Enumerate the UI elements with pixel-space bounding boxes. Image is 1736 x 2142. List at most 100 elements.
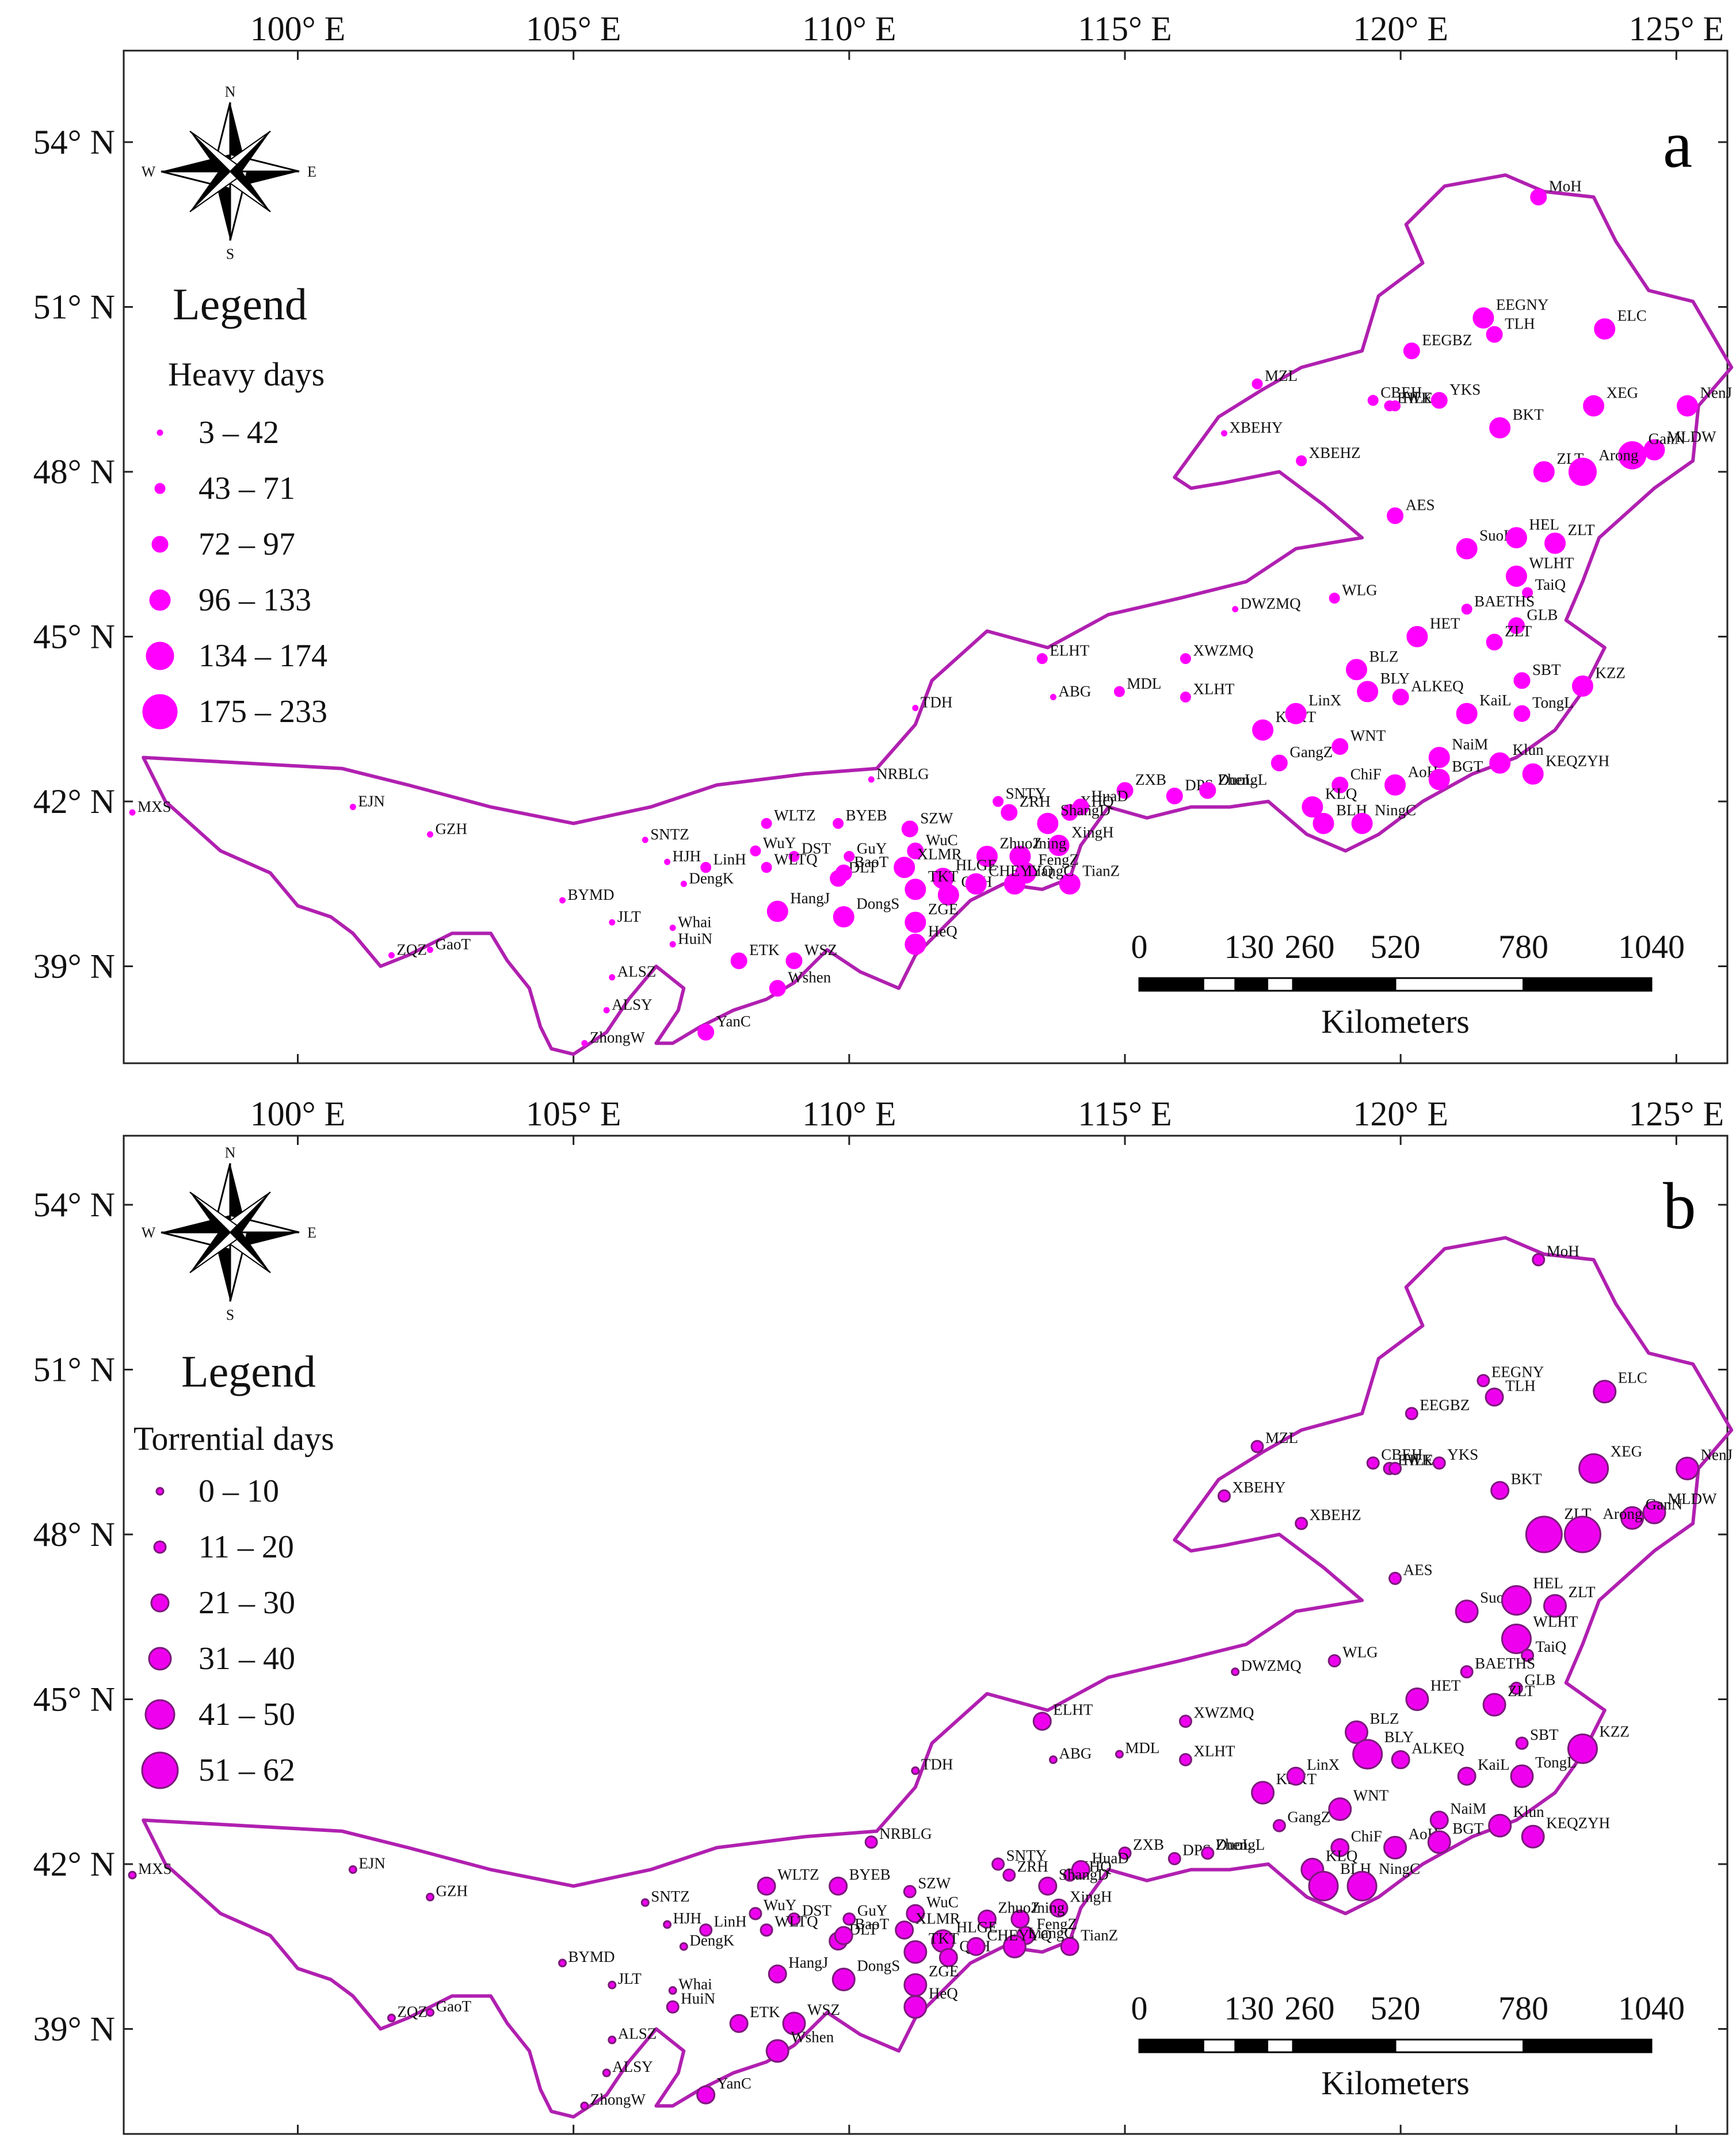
lon-label: 100° E [250, 1095, 346, 1133]
station-marker [785, 952, 803, 969]
station-marker [842, 1912, 856, 1926]
station-label: NenJ [1701, 1446, 1733, 1463]
station-label: TLH [1505, 1377, 1535, 1394]
compass-n: N [225, 1144, 236, 1161]
station-marker [1308, 1870, 1339, 1902]
lat-ticks: 54° N 51° N 48° N 45° N 42° N 39° N [33, 123, 1727, 986]
station-marker [128, 1870, 137, 1880]
station-label: XLMR [915, 1910, 960, 1927]
station-marker [976, 846, 998, 867]
station-label: ALKEQ [1411, 678, 1464, 695]
station-marker [668, 1986, 677, 1995]
station-label: BKT [1513, 406, 1544, 423]
station-marker [608, 2036, 617, 2045]
station-label: WLTQ [774, 851, 818, 868]
station-label: WuY [764, 1896, 796, 1914]
station-label: WLHT [1533, 1613, 1578, 1630]
scale-tick-label: 520 [1371, 1990, 1421, 2027]
station-label: TianZ [1081, 1926, 1118, 1944]
station-label: EEGNY [1496, 296, 1548, 314]
station-label: WNT [1350, 727, 1386, 744]
legend-class-label: 51 – 62 [199, 1752, 295, 1788]
station-marker [1530, 189, 1547, 205]
lon-label: 115° E [1078, 1095, 1172, 1133]
legend-symbol [141, 1751, 179, 1789]
station-label: ZQZ [397, 2003, 427, 2020]
station-label: BGT [1452, 1820, 1484, 1837]
station-marker [1071, 1860, 1090, 1880]
station-marker [1513, 705, 1531, 722]
station-label: DWZMQ [1241, 595, 1301, 612]
compass-diag [189, 170, 238, 212]
station-marker [679, 1942, 688, 1951]
station-marker [1522, 763, 1544, 785]
station-label: TDH [921, 694, 953, 711]
station-marker [1218, 1489, 1231, 1503]
station-label: ZLT [1505, 623, 1532, 640]
station-marker [1050, 694, 1056, 701]
scale-segment [1234, 977, 1268, 992]
station-label: KEQZYH [1546, 1814, 1610, 1831]
station-label: HJH [673, 1910, 702, 1927]
station-label: SBT [1530, 1726, 1559, 1743]
station-marker [1505, 565, 1527, 587]
station-marker [1383, 1835, 1407, 1860]
station-marker [937, 884, 959, 906]
legend-class-label: 31 – 40 [199, 1641, 295, 1677]
station-label: LinH [714, 1913, 747, 1930]
station-label: ShangD [1060, 801, 1111, 819]
station-label: XEG [1607, 384, 1639, 401]
station-label: ETK [750, 2003, 780, 2021]
station-label: BYMD [568, 886, 615, 903]
station-marker [729, 2014, 749, 2033]
scale-segment [1394, 2038, 1524, 2053]
station-label: XBEHY [1233, 1479, 1286, 1496]
station-marker [1357, 681, 1379, 702]
scale-segment [1234, 2038, 1268, 2053]
station-label: YKS [1447, 1446, 1478, 1463]
legend-class-label: 134 – 174 [199, 638, 327, 674]
station-marker [938, 1948, 958, 1967]
station-marker [977, 1910, 997, 1929]
station-label: NingC [1379, 1860, 1420, 1877]
station-label: Whai [678, 1976, 712, 1993]
station-marker [829, 1876, 848, 1896]
station-label: WLTZ [777, 1866, 819, 1883]
station-label: BAETHS [1475, 1655, 1535, 1672]
station-label: NenJ [1700, 384, 1733, 401]
lon-label: 115° E [1078, 10, 1172, 48]
station-label: EJN [358, 1855, 386, 1872]
station-label: CBEH [1381, 1446, 1422, 1463]
station-marker [1583, 395, 1605, 417]
station-marker [1201, 1846, 1215, 1860]
station-marker [1544, 532, 1566, 554]
lon-label: 110° E [802, 1095, 896, 1133]
station-marker [1460, 1665, 1474, 1679]
region-boundary [142, 173, 1734, 1056]
station-marker [387, 2013, 396, 2022]
station-marker [602, 2068, 611, 2078]
station-marker [901, 820, 918, 838]
station-marker [1405, 1407, 1418, 1421]
station-label: AES [1406, 496, 1435, 513]
lon-label: 125° E [1629, 10, 1724, 48]
station-label: TaiQ [1535, 576, 1566, 593]
station-marker [768, 1964, 787, 1984]
station-label: EEGBZ [1420, 1396, 1470, 1414]
station-marker [1513, 672, 1531, 689]
station-marker [1432, 1456, 1446, 1470]
station-label: DWZMQ [1241, 1657, 1302, 1674]
station-marker [1568, 457, 1597, 486]
legend-subtitle: Torrential days [133, 1420, 334, 1457]
station-label: ALSY [612, 996, 653, 1013]
legend-symbol [142, 694, 178, 730]
station-marker [696, 2085, 716, 2105]
station-label: BYEB [846, 807, 887, 824]
station-label: EWK [1398, 1451, 1433, 1468]
station-marker [1571, 675, 1593, 697]
station-label: MoH [1547, 1243, 1579, 1260]
station-label: ZhongW [590, 1029, 645, 1046]
station-label: Jning [1033, 835, 1067, 852]
lat-label: 48° N [33, 453, 115, 491]
